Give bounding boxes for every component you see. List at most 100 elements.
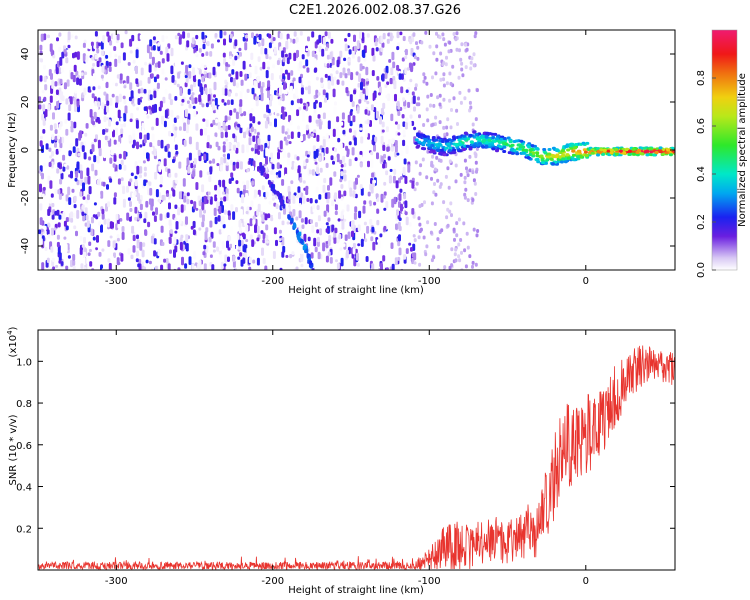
noise-cell bbox=[225, 164, 229, 172]
noise-cell bbox=[239, 52, 242, 57]
noise-cell bbox=[404, 122, 408, 130]
noise-cell bbox=[239, 71, 243, 77]
signal-trace-cell bbox=[542, 148, 547, 151]
noise-cell bbox=[372, 241, 376, 251]
spectrogram-y-label: Frequency (Hz) bbox=[7, 112, 18, 188]
noise-cell bbox=[97, 193, 101, 198]
noise-cell bbox=[285, 139, 289, 146]
noise-cell bbox=[234, 39, 238, 47]
noise-cell bbox=[266, 240, 269, 244]
noise-cell bbox=[251, 63, 255, 71]
noise-cell bbox=[450, 213, 453, 218]
noise-cell bbox=[365, 256, 369, 262]
noise-cell bbox=[390, 113, 394, 122]
noise-cell bbox=[376, 219, 380, 226]
noise-cell bbox=[460, 67, 464, 72]
noise-cell bbox=[52, 92, 56, 101]
noise-cell bbox=[306, 197, 310, 202]
signal-trace-cell bbox=[547, 152, 552, 156]
noise-cell bbox=[249, 113, 253, 122]
noise-cell bbox=[39, 135, 43, 140]
noise-cell bbox=[57, 162, 61, 168]
noise-cell bbox=[254, 153, 258, 161]
noise-cell bbox=[248, 243, 252, 252]
noise-cell bbox=[315, 119, 319, 124]
noise-cell bbox=[227, 247, 231, 251]
noise-cell bbox=[403, 192, 407, 200]
noise-cell bbox=[96, 48, 100, 54]
signal-trace-cell bbox=[446, 142, 451, 146]
signal-trace-cell bbox=[463, 137, 467, 141]
signal-trace-cell bbox=[454, 143, 459, 147]
noise-cell bbox=[207, 191, 211, 196]
noise-cell bbox=[402, 97, 406, 102]
noise-cell bbox=[104, 135, 108, 141]
noise-cell bbox=[100, 264, 103, 270]
noise-cell bbox=[353, 130, 357, 136]
noise-cell bbox=[355, 177, 358, 185]
noise-cell bbox=[271, 163, 275, 170]
noise-cell bbox=[65, 128, 69, 136]
noise-cell bbox=[422, 72, 426, 77]
noise-cell bbox=[210, 43, 214, 49]
noise-cell bbox=[400, 203, 403, 212]
noise-cell bbox=[471, 170, 475, 175]
noise-cell bbox=[197, 263, 201, 270]
noise-cell bbox=[333, 106, 337, 115]
noise-cell bbox=[430, 163, 434, 168]
noise-cell bbox=[376, 152, 379, 160]
noise-cell bbox=[432, 190, 436, 195]
noise-cell bbox=[380, 155, 384, 163]
signal-trace-cell bbox=[428, 146, 433, 150]
noise-cell bbox=[98, 42, 102, 47]
noise-cell bbox=[274, 118, 277, 128]
noise-cell bbox=[212, 249, 216, 253]
noise-cell bbox=[135, 49, 139, 59]
noise-cell bbox=[395, 223, 398, 230]
noise-cell bbox=[202, 43, 206, 50]
snr-scale-label: (x104) bbox=[6, 326, 19, 357]
noise-cell bbox=[224, 254, 228, 263]
noise-cell bbox=[287, 199, 290, 203]
noise-cell bbox=[70, 170, 73, 179]
noise-cell bbox=[434, 71, 438, 76]
noise-cell bbox=[197, 149, 201, 156]
signal-trace-cell bbox=[463, 131, 468, 135]
signal-trace-cell bbox=[439, 151, 444, 155]
noise-cell bbox=[302, 65, 306, 69]
noise-cell bbox=[219, 30, 223, 39]
noise-cell bbox=[185, 216, 188, 225]
noise-cell bbox=[188, 64, 192, 69]
noise-cell bbox=[374, 41, 378, 47]
noise-cell bbox=[390, 210, 394, 219]
noise-cell bbox=[161, 115, 164, 125]
noise-cell bbox=[472, 227, 476, 232]
signal-trace-cell bbox=[468, 147, 473, 151]
signal-trace-cell bbox=[502, 137, 507, 140]
noise-cell bbox=[218, 205, 222, 215]
noise-cell bbox=[216, 195, 220, 199]
noise-cell bbox=[299, 31, 303, 36]
noise-cell bbox=[238, 106, 242, 115]
noise-cell bbox=[116, 33, 120, 41]
noise-cell bbox=[438, 120, 442, 125]
noise-cell bbox=[161, 68, 165, 75]
noise-cell bbox=[365, 88, 369, 96]
noise-cell bbox=[447, 49, 451, 54]
noise-cell bbox=[255, 33, 259, 37]
noise-cell bbox=[413, 126, 417, 131]
noise-cell bbox=[241, 33, 245, 38]
noise-cell bbox=[316, 205, 320, 211]
noise-cell bbox=[397, 97, 401, 102]
noise-cell bbox=[81, 204, 85, 210]
noise-cell bbox=[318, 155, 321, 162]
noise-cell bbox=[174, 230, 178, 234]
noise-cell bbox=[318, 194, 322, 200]
noise-cell bbox=[408, 222, 412, 227]
noise-cell bbox=[271, 197, 275, 201]
noise-cell bbox=[295, 194, 299, 199]
signal-trace-cell bbox=[468, 133, 473, 137]
noise-cell bbox=[344, 38, 348, 42]
noise-cell bbox=[78, 78, 82, 86]
noise-cell bbox=[357, 224, 361, 232]
